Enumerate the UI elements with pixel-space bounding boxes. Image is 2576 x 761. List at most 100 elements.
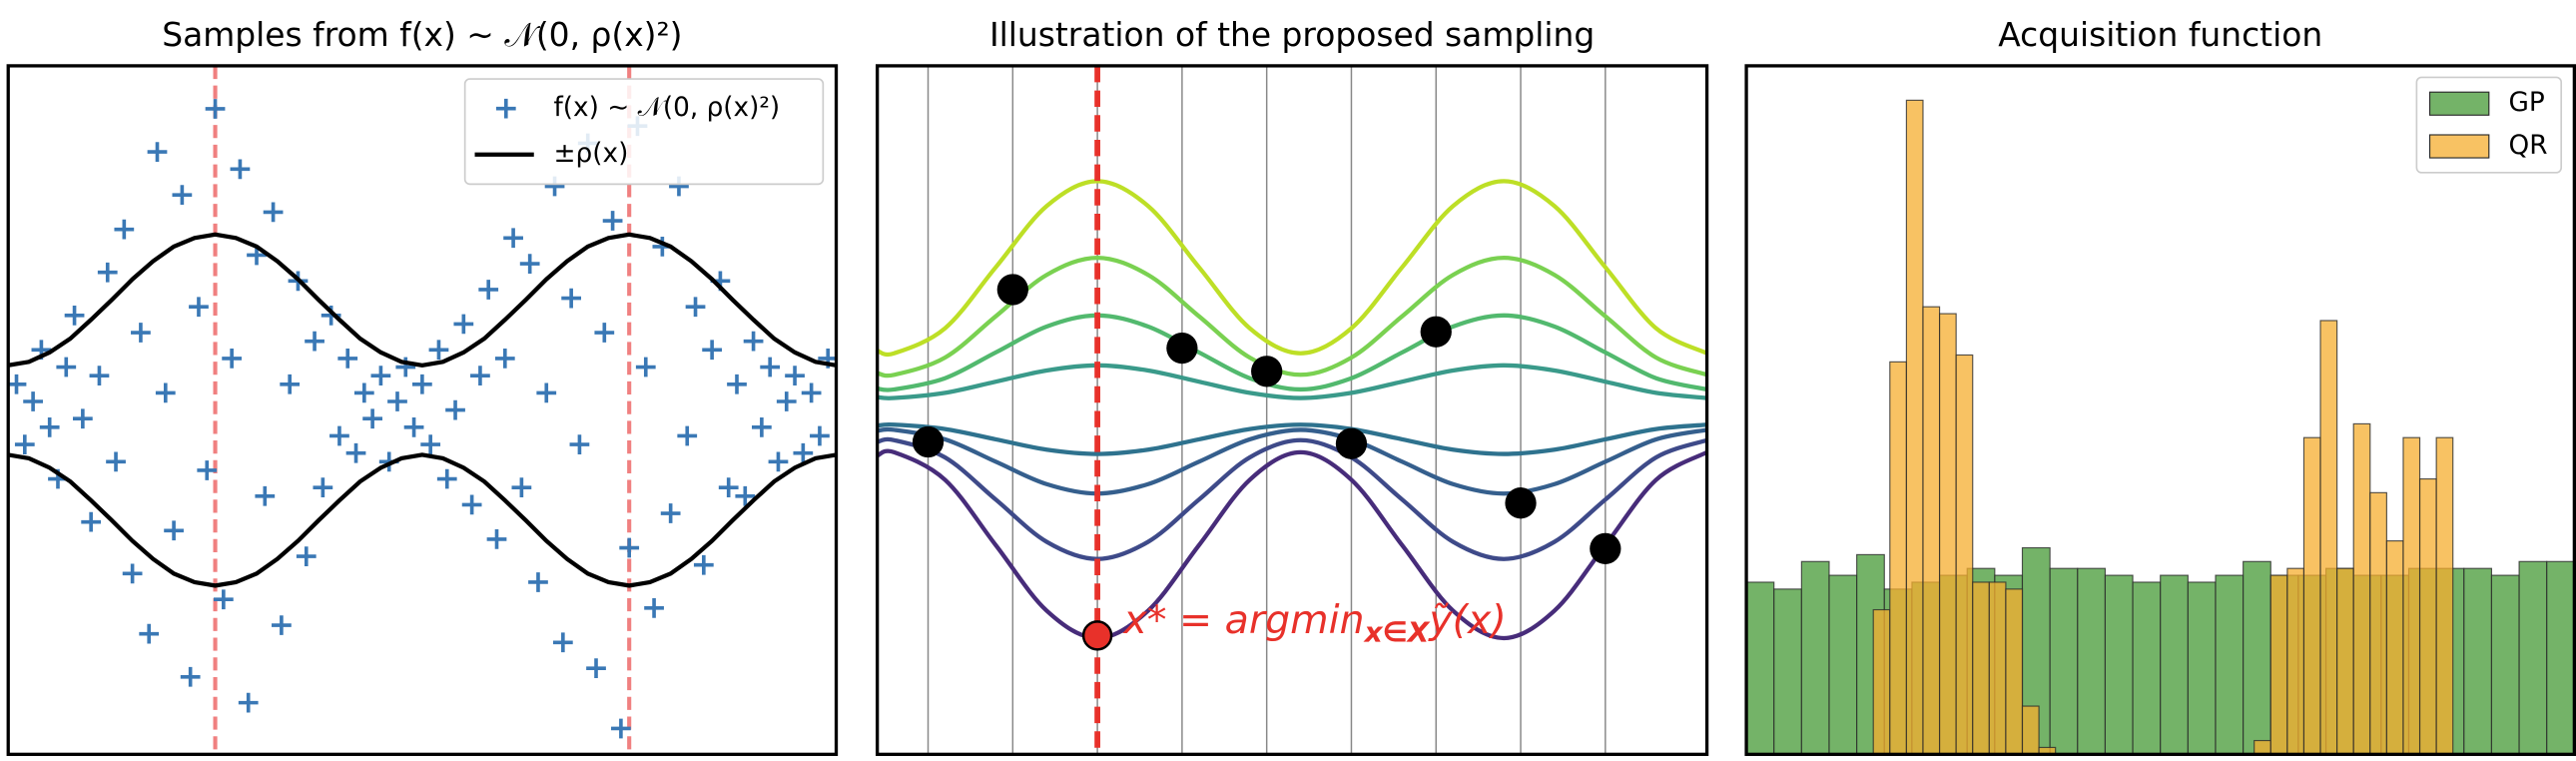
level-curve bbox=[877, 363, 1707, 400]
sample-marker bbox=[561, 288, 582, 309]
sample-marker bbox=[222, 349, 243, 369]
hist-bar bbox=[2243, 560, 2271, 755]
sample-marker bbox=[793, 442, 814, 463]
panel: Samples from f(x) ∼ 𝒩(0, ρ(x)²) f(x) ∼ 𝒩(… bbox=[6, 15, 839, 756]
level-curve bbox=[877, 426, 1707, 496]
sample-marker bbox=[511, 477, 532, 498]
hist-bar bbox=[1800, 560, 1830, 755]
sample-marker bbox=[470, 366, 490, 386]
sample-point bbox=[1251, 356, 1283, 387]
sample-marker bbox=[313, 477, 333, 498]
legend-marker bbox=[495, 98, 516, 119]
hist-bar bbox=[2402, 436, 2421, 755]
hist-bar bbox=[2518, 560, 2548, 755]
sample-marker bbox=[619, 537, 640, 558]
level-curve bbox=[877, 448, 1707, 641]
hist-bar bbox=[1955, 354, 1974, 755]
sample-marker bbox=[702, 340, 722, 361]
sample-marker bbox=[801, 382, 822, 403]
sample-marker bbox=[586, 658, 606, 679]
hist-bar bbox=[2049, 567, 2079, 755]
hist-bar bbox=[2336, 567, 2354, 755]
sample-point bbox=[1166, 332, 1198, 365]
hist-bar bbox=[2021, 705, 2040, 755]
annotation-tail: ỹ(x) bbox=[1428, 597, 1507, 643]
hist-bar bbox=[2546, 560, 2575, 755]
sample-marker bbox=[305, 331, 324, 352]
sample-marker bbox=[503, 228, 523, 249]
sample-marker bbox=[494, 349, 515, 369]
hist-bar bbox=[2302, 436, 2321, 755]
sample-marker bbox=[785, 366, 805, 386]
sample-marker bbox=[345, 442, 366, 463]
hist-bar bbox=[2269, 574, 2288, 755]
hist-bar bbox=[2187, 581, 2217, 755]
sample-marker bbox=[436, 468, 457, 489]
sample-marker bbox=[155, 382, 176, 403]
sample-marker bbox=[14, 434, 35, 454]
hist-bar bbox=[1872, 608, 1891, 755]
sample-marker bbox=[106, 451, 126, 472]
sample-marker bbox=[362, 408, 382, 429]
legend-label: QR bbox=[2509, 131, 2548, 161]
annotation-main: x* = argmin bbox=[1121, 597, 1364, 643]
sample-marker bbox=[453, 314, 474, 335]
sample-marker bbox=[461, 494, 482, 515]
sample-marker bbox=[428, 340, 449, 361]
plot-area bbox=[8, 65, 837, 755]
sample-marker bbox=[172, 185, 193, 206]
legend-patch bbox=[2428, 91, 2490, 116]
sample-marker bbox=[131, 323, 151, 343]
argmin-annotation: x* = argminx∈Xỹ(x) bbox=[1121, 597, 1506, 649]
level-curve bbox=[877, 421, 1707, 456]
hist-bar bbox=[1773, 588, 1802, 755]
hist-bar bbox=[2160, 574, 2189, 755]
sample-marker bbox=[677, 425, 698, 446]
sample-marker bbox=[644, 597, 664, 618]
sample-marker bbox=[39, 416, 60, 437]
sample-marker bbox=[768, 451, 789, 472]
sample-marker bbox=[727, 374, 747, 394]
sample-marker bbox=[776, 391, 797, 411]
hist-bar bbox=[2319, 320, 2338, 755]
sample-marker bbox=[594, 323, 615, 343]
sample-marker bbox=[370, 366, 391, 386]
sample-marker bbox=[660, 503, 681, 523]
sample-marker bbox=[329, 425, 349, 446]
sample-marker bbox=[230, 159, 251, 180]
hist-bar bbox=[1905, 99, 1924, 755]
axes-frame bbox=[1744, 64, 2576, 756]
sample-marker bbox=[611, 718, 631, 739]
sample-marker bbox=[411, 374, 432, 394]
level-curve bbox=[877, 255, 1707, 379]
hist-bar bbox=[2254, 739, 2271, 755]
sample-marker bbox=[810, 425, 830, 446]
sample-marker bbox=[486, 529, 507, 549]
hist-bar bbox=[2104, 574, 2134, 755]
sample-marker bbox=[337, 349, 358, 369]
legend-patch bbox=[2428, 134, 2490, 159]
sample-marker bbox=[164, 520, 184, 541]
sample-marker bbox=[752, 416, 772, 437]
hist-bar bbox=[1922, 306, 1941, 755]
sample-marker bbox=[97, 262, 118, 283]
sample-marker bbox=[147, 142, 168, 162]
sample-marker bbox=[64, 305, 85, 326]
plot-area: x* = argminx∈Xỹ(x) bbox=[877, 65, 1707, 755]
hist-bar bbox=[2077, 567, 2107, 755]
sample-marker bbox=[213, 589, 234, 610]
hist-bar bbox=[1889, 361, 1907, 755]
hist-bar bbox=[1988, 581, 2007, 755]
sample-marker bbox=[8, 374, 27, 394]
sample-marker bbox=[353, 382, 374, 403]
sample-point bbox=[1420, 316, 1452, 348]
sample-marker bbox=[635, 357, 656, 378]
sample-marker bbox=[760, 357, 781, 378]
sample-marker bbox=[387, 391, 407, 411]
sample-marker bbox=[478, 280, 499, 300]
level-curve bbox=[877, 179, 1707, 358]
sample-marker bbox=[296, 546, 317, 566]
hist-bar bbox=[2215, 574, 2245, 755]
sample-marker bbox=[114, 219, 135, 240]
